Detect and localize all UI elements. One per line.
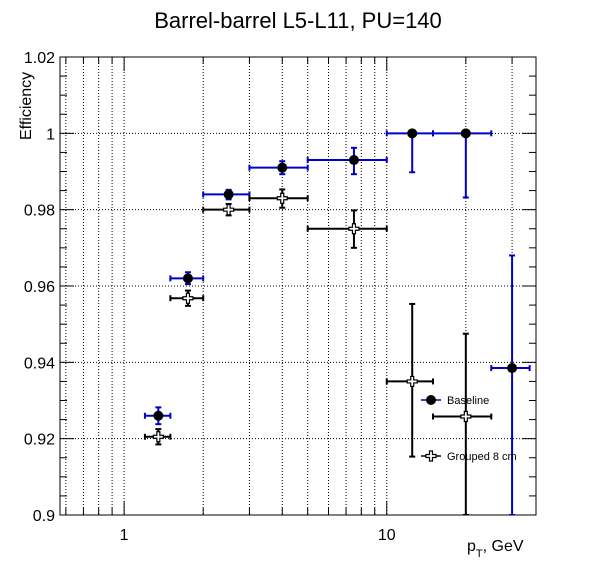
series-grouped-8cm	[143, 188, 493, 515]
data-point	[169, 289, 205, 307]
data-marker	[460, 410, 472, 423]
data-marker	[182, 292, 194, 304]
data-point	[306, 146, 388, 176]
series-baseline	[143, 128, 531, 515]
data-marker	[507, 363, 518, 374]
data-marker	[460, 128, 471, 139]
y-tick-label: 1.02	[24, 50, 55, 67]
x-axis-label-sub: T	[476, 548, 483, 560]
data-marker	[348, 223, 360, 235]
y-tick-label: 1	[46, 126, 55, 143]
data-series	[143, 128, 531, 515]
data-marker	[348, 155, 359, 166]
x-tick-label: 1	[120, 527, 129, 544]
y-tick-label: 0.98	[24, 203, 55, 220]
data-point	[143, 428, 172, 446]
data-point	[385, 302, 435, 458]
data-point	[202, 202, 251, 217]
x-tick-label: 10	[378, 527, 396, 544]
legend-entry-baseline: Baseline	[421, 395, 489, 407]
x-axis-label-main: p	[467, 538, 476, 555]
data-marker	[223, 189, 234, 200]
x-axis-label: pT, GeV	[467, 538, 524, 560]
legend-entry-grouped-8cm: Grouped 8 cm	[421, 450, 517, 463]
legend-label: Baseline	[447, 395, 489, 407]
data-marker	[406, 375, 418, 388]
data-point	[248, 160, 309, 176]
data-marker	[407, 128, 418, 139]
y-tick-label: 0.9	[33, 508, 55, 525]
x-axis-label-unit: , GeV	[483, 538, 524, 555]
data-marker	[152, 431, 164, 443]
data-point	[169, 271, 205, 286]
y-tick-label: 0.96	[24, 279, 55, 296]
y-axis-label: Efficiency	[18, 72, 35, 140]
data-marker	[153, 410, 164, 421]
chart-title: Barrel-barrel L5-L11, PU=140	[154, 8, 442, 33]
data-marker	[276, 192, 288, 204]
legend-marker	[426, 395, 436, 405]
data-marker	[223, 204, 235, 216]
legend-label: Grouped 8 cm	[447, 451, 517, 463]
legend: Baseline Grouped 8 cm	[421, 395, 517, 463]
data-point	[432, 332, 493, 515]
data-marker	[182, 273, 193, 284]
data-point	[248, 188, 309, 209]
axes	[59, 56, 537, 516]
data-point	[432, 128, 493, 199]
y-tick-label: 0.94	[24, 355, 55, 372]
data-point	[490, 254, 531, 515]
data-point	[202, 188, 251, 201]
tick-labels: 0.9 0.92 0.94 0.96 0.98 1 1.02 1 10	[24, 50, 396, 544]
y-tick-label: 0.92	[24, 432, 55, 449]
data-point	[143, 406, 172, 426]
data-marker	[277, 162, 288, 173]
legend-marker	[425, 450, 437, 462]
data-point	[306, 209, 388, 249]
